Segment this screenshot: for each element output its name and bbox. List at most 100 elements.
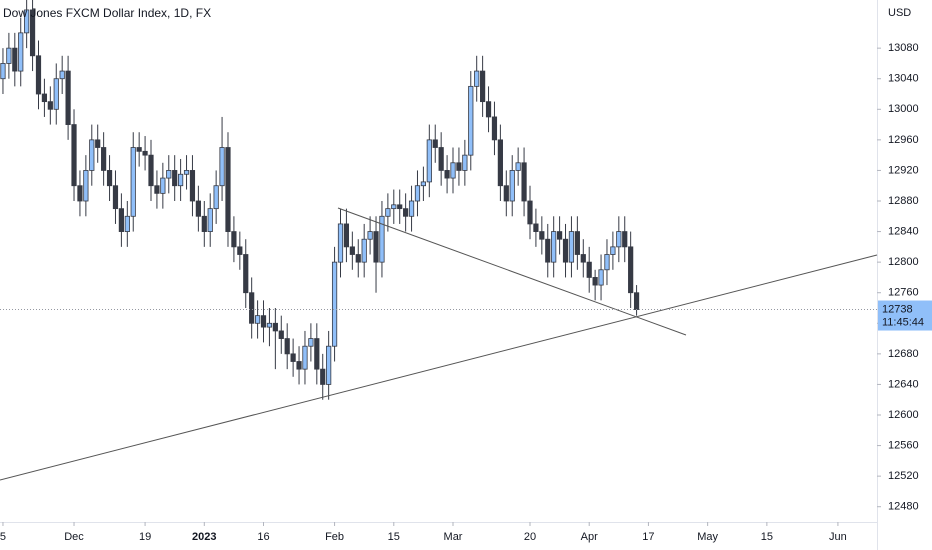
- candle-body: [12, 47, 18, 72]
- candle-body: [349, 246, 355, 255]
- x-tick-label: May: [697, 531, 718, 543]
- candle-body: [101, 147, 107, 171]
- candle-body: [83, 170, 89, 202]
- candle-body: [456, 162, 462, 171]
- last-price-tag: [878, 300, 932, 331]
- candle-body: [420, 181, 426, 187]
- y-tick-label: 12880: [888, 195, 919, 207]
- x-tick-label: 5: [0, 531, 6, 543]
- candle-body: [592, 277, 598, 286]
- candle-body: [142, 150, 148, 156]
- candle-body: [231, 231, 237, 248]
- candle-body: [77, 185, 83, 202]
- chart-title: Dow Jones FXCM Dollar Index, 1D, FX: [3, 6, 211, 20]
- candle-body: [154, 185, 160, 194]
- candle-body: [160, 177, 166, 194]
- candle-body: [556, 231, 563, 240]
- candle-body: [219, 147, 225, 187]
- candle-body: [462, 154, 468, 171]
- x-tick-label: 15: [388, 531, 400, 543]
- y-tick-label: 12760: [888, 287, 919, 299]
- candle-body: [296, 361, 302, 370]
- y-tick-label: 12600: [888, 409, 919, 421]
- candle-body: [24, 9, 30, 34]
- candle-body: [533, 223, 539, 232]
- candle-body: [89, 139, 95, 171]
- y-tick-label: 12520: [888, 470, 919, 482]
- candle-body: [503, 185, 509, 202]
- candle-body: [379, 215, 385, 263]
- candle-body: [189, 170, 196, 202]
- candle-body: [403, 208, 409, 217]
- candle-body: [485, 101, 492, 118]
- candle-body: [604, 254, 610, 271]
- candle-body: [136, 147, 142, 152]
- candle-body: [527, 200, 533, 225]
- candle-body: [331, 261, 338, 347]
- candle-body: [95, 139, 101, 148]
- candle-body: [130, 147, 136, 217]
- y-tick-label: 13080: [888, 42, 919, 54]
- trend-line: [0, 254, 878, 481]
- candle-body: [397, 204, 403, 210]
- candle-body: [237, 246, 243, 255]
- candle-body: [272, 322, 278, 332]
- candle-body: [515, 162, 521, 171]
- x-tick-label: Dec: [64, 531, 84, 543]
- countdown-label: 11:45:44: [882, 316, 924, 328]
- candle-body: [148, 154, 154, 187]
- candle-body: [106, 170, 113, 187]
- x-tick-label: 20: [524, 531, 536, 543]
- plot: [0, 0, 640, 400]
- currency-label: USD: [888, 7, 911, 19]
- candle-body: [610, 246, 616, 255]
- candle-body: [178, 173, 184, 187]
- candle-body: [59, 70, 65, 80]
- candle-body: [172, 170, 178, 187]
- candle-body: [343, 223, 350, 248]
- candle-body: [71, 124, 77, 187]
- candle-body: [65, 70, 71, 125]
- candle-body: [568, 231, 575, 263]
- x-tick-label: Mar: [444, 531, 463, 543]
- x-tick-label: 16: [257, 531, 269, 543]
- x-tick-label: Feb: [325, 531, 344, 543]
- candle-body: [616, 231, 622, 248]
- candle-body: [474, 70, 480, 87]
- candle-body: [408, 200, 415, 217]
- candle-body: [29, 9, 36, 57]
- candle-body: [373, 231, 379, 263]
- candle-body: [207, 208, 213, 232]
- candle-body: [243, 254, 249, 294]
- candle-body: [290, 353, 296, 362]
- y-tick-label: 12960: [888, 134, 919, 146]
- candle-body: [124, 215, 130, 232]
- candle-body: [6, 47, 12, 64]
- candle-body: [444, 170, 450, 179]
- candle-body: [367, 231, 373, 240]
- x-tick-label: 17: [642, 531, 654, 543]
- y-tick-label: 13000: [888, 103, 919, 115]
- candle-body: [278, 330, 284, 339]
- candle-body: [195, 200, 201, 217]
- candle-body: [521, 162, 527, 202]
- candle-body: [53, 78, 59, 110]
- candle-body: [112, 185, 119, 210]
- candle-body: [18, 32, 24, 72]
- candle-body: [41, 93, 48, 103]
- candle-body: [284, 338, 290, 355]
- candle-body: [47, 101, 53, 110]
- trend-line: [337, 207, 687, 336]
- y-tick-label: 12560: [888, 439, 919, 451]
- y-tick-label: 12800: [888, 256, 919, 268]
- candle-body: [432, 139, 438, 148]
- x-tick-label: Jun: [829, 531, 847, 543]
- candle-body: [545, 238, 551, 263]
- candle-body: [628, 246, 634, 294]
- candle-body: [249, 292, 255, 324]
- candle-body: [314, 338, 320, 370]
- candle-body: [361, 238, 367, 263]
- candle-body: [509, 170, 515, 202]
